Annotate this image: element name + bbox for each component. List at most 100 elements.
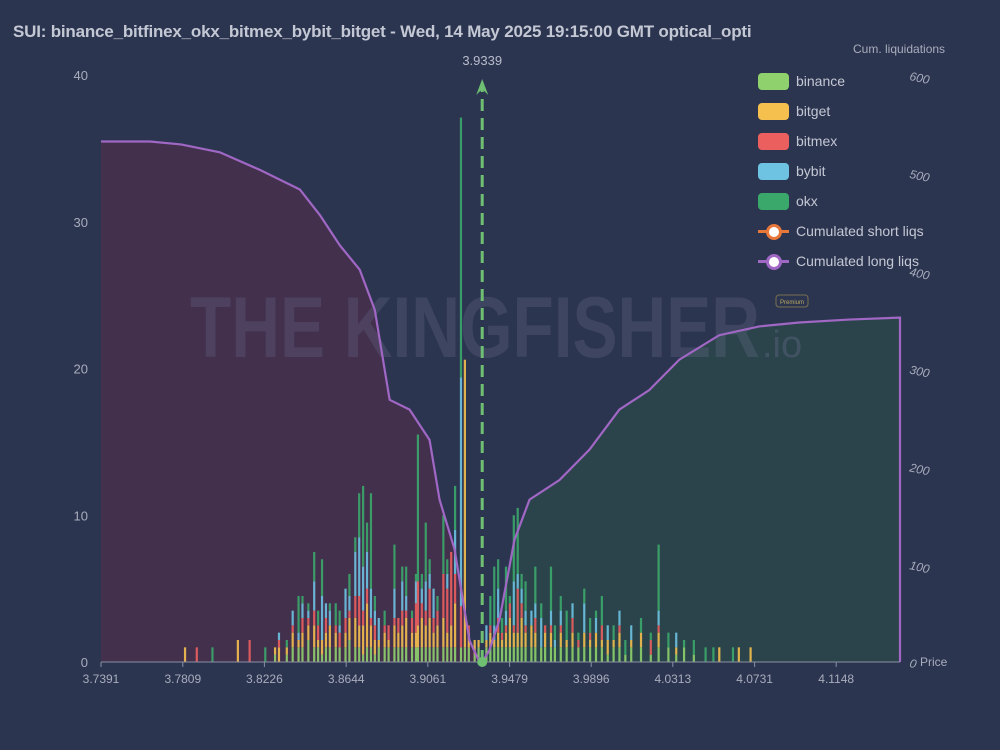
legend-item-line-0[interactable]: Cumulated short liqs <box>758 216 924 246</box>
bar-okx <box>301 595 304 604</box>
bar-bybit <box>277 632 281 640</box>
bar-okx <box>712 647 715 662</box>
bar-okx <box>731 647 735 662</box>
cum-short-liqs-line <box>481 316 902 663</box>
legend-item-bitget[interactable]: bitget <box>758 96 924 126</box>
bar-binance <box>649 654 652 662</box>
bar-bitget <box>534 632 537 648</box>
bar-bitmex <box>401 610 404 626</box>
bar-binance <box>657 647 660 662</box>
bar-binance <box>348 639 351 662</box>
bar-bitget <box>630 639 633 648</box>
bar-bitget <box>383 632 386 648</box>
bar-binance <box>512 647 515 662</box>
bar-bitmex <box>387 625 390 640</box>
cum-long-liqs-line <box>101 140 481 663</box>
bar-binance <box>549 647 553 662</box>
bar-bybit <box>414 581 418 604</box>
bar-okx <box>320 559 324 596</box>
bar-bitmex <box>549 625 553 633</box>
bar-binance <box>473 654 476 662</box>
bar-bitmex <box>559 625 562 633</box>
bar-bitget <box>397 632 400 648</box>
bar-okx <box>405 566 408 596</box>
bar-binance <box>624 654 627 662</box>
bar-bitmex <box>373 625 376 640</box>
bar-binance <box>383 647 386 662</box>
bar-binance <box>667 647 670 662</box>
bar-okx <box>446 559 449 574</box>
legend-label: binance <box>796 73 846 89</box>
bar-bybit <box>559 610 562 626</box>
bar-bitget <box>565 639 568 648</box>
bar-okx <box>297 595 300 633</box>
bar-bitget <box>589 639 592 648</box>
bar-bitget <box>354 617 357 648</box>
bar-bitmex <box>520 603 523 618</box>
bar-okx <box>692 639 695 655</box>
bar-bitmex <box>504 625 508 633</box>
bar-bitmex <box>450 551 453 626</box>
bar-binance <box>553 647 557 662</box>
bar-okx <box>358 493 361 538</box>
bar-bybit <box>301 603 304 618</box>
bar-okx <box>524 581 527 611</box>
bar-bitmex <box>571 617 574 633</box>
watermark-suffix: .io <box>762 324 802 366</box>
legend-item-okx[interactable]: okx <box>758 186 924 216</box>
bar-okx <box>401 566 404 582</box>
bar-okx <box>428 559 431 574</box>
bar-bitmex <box>317 625 320 640</box>
bar-bybit <box>424 581 427 611</box>
bar-bitget <box>500 639 504 648</box>
bar-okx <box>369 493 373 589</box>
legend-item-bitmex[interactable]: bitmex <box>758 126 924 156</box>
bar-binance <box>504 647 508 662</box>
bar-bitget <box>307 625 310 640</box>
bar-okx <box>338 610 341 626</box>
legend-swatch <box>758 192 789 210</box>
legend-item-bybit[interactable]: bybit <box>758 156 924 186</box>
bar-okx <box>313 551 316 582</box>
bar-okx <box>383 610 386 626</box>
bar-bybit <box>520 588 523 604</box>
bar-okx <box>410 610 414 618</box>
bar-bitmex <box>489 625 492 633</box>
bar-okx <box>442 515 445 574</box>
bar-bitmex <box>362 610 365 626</box>
bar-bitget <box>520 617 523 648</box>
bar-bitget <box>369 625 373 648</box>
bar-binance <box>500 647 504 662</box>
bar-binance <box>450 647 453 662</box>
bar-bybit <box>428 573 431 589</box>
bar-okx <box>667 632 670 648</box>
bar-binance <box>416 647 420 662</box>
bar-bitget <box>334 632 337 648</box>
bar-okx <box>211 647 214 662</box>
bar-binance <box>493 647 496 662</box>
bar-bitget <box>485 639 488 648</box>
legend-item-line-1[interactable]: Cumulated long liqs <box>758 246 924 276</box>
short-liqs-area <box>482 317 900 662</box>
bar-okx <box>424 522 427 582</box>
legend-label: Cumulated long liqs <box>796 253 919 269</box>
bar-binance <box>583 647 586 662</box>
x-tick-label: 3.8226 <box>246 672 283 686</box>
bar-bitget <box>291 632 294 648</box>
bar-okx <box>520 573 523 589</box>
legend-label: Cumulated short liqs <box>796 223 924 239</box>
bar-bybit <box>497 588 500 618</box>
bar-okx <box>307 603 310 611</box>
bar-binance <box>565 647 568 662</box>
bar-okx <box>583 588 586 604</box>
bar-bitget <box>512 632 515 648</box>
bar-bybit <box>524 610 527 626</box>
legend-item-binance[interactable]: binance <box>758 66 924 96</box>
legend-label: bybit <box>796 163 826 179</box>
current-price-arrow-icon <box>476 79 489 95</box>
bar-bybit <box>553 639 557 648</box>
bar-bitget <box>320 639 324 655</box>
y-right-tick-label: 300 <box>908 363 931 381</box>
bar-bitget <box>571 632 574 648</box>
bar-bitget <box>328 625 331 648</box>
